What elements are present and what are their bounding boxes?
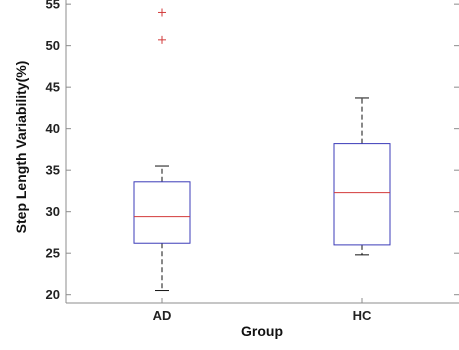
y-tick-label: 35: [46, 163, 60, 178]
x-tick-label: HC: [353, 308, 372, 323]
marks-layer: [133, 8, 391, 292]
box-hc: [333, 143, 391, 246]
y-tick-label: 55: [46, 0, 60, 12]
x-axis-label: Group: [241, 323, 283, 339]
y-tick-label: 40: [46, 121, 60, 136]
y-tick-label: 50: [46, 38, 60, 53]
y-tick-label: 20: [46, 287, 60, 302]
box-ad: [133, 181, 191, 244]
x-tick-label: AD: [153, 308, 172, 323]
y-tick-label: 30: [46, 204, 60, 219]
y-tick-label: 25: [46, 246, 60, 261]
y-tick-label: 45: [46, 80, 60, 95]
axes-layer: 20 25 30 35 40 45 50 55 AD HC: [46, 0, 459, 323]
outlier-marker: [158, 8, 166, 17]
outlier-marker: [158, 35, 166, 44]
y-axis-label: Step Length Variability(%): [13, 61, 29, 234]
